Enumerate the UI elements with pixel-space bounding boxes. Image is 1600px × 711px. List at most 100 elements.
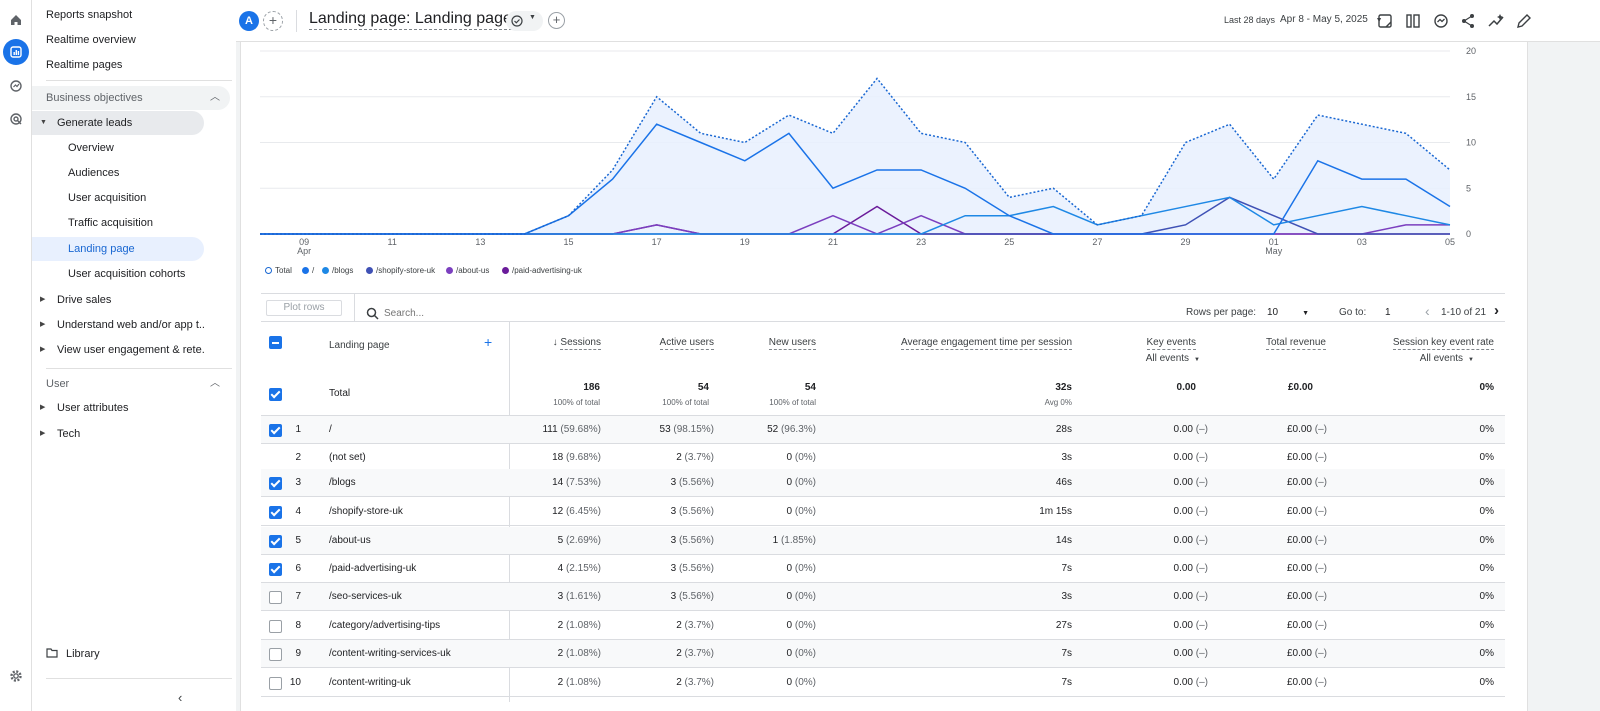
table-row[interactable]: 5/about-us 5 (2.69%) 3 (5.56%) 1 (1.85%) 14s…	[261, 527, 1505, 555]
collapse-nav-chevron-icon[interactable]: ‹	[178, 690, 183, 705]
table-search-input[interactable]	[384, 305, 584, 321]
sessions-cell: 5 (2.69%)	[261, 527, 601, 555]
legend-item[interactable]: Total	[265, 266, 292, 275]
key-events-cell: 0.00 (–)	[261, 469, 1208, 497]
nav-view-user-engagement[interactable]: ▶ View user engagement & rete...	[32, 338, 204, 362]
table-row[interactable]: 1/111 (59.68%) 53 (98.15%) 52 (96.3%) 28s 0.…	[261, 416, 1505, 444]
row-checkbox[interactable]	[269, 477, 282, 490]
total-revenue-header[interactable]: Total revenue	[1265, 337, 1326, 350]
table-row[interactable]: 6/paid-advertising-uk 4 (2.15%) 3 (5.56%) 0…	[261, 555, 1505, 583]
key-events-header[interactable]: Key events	[1146, 337, 1196, 350]
add-dimension-plus-icon[interactable]: +	[484, 334, 493, 350]
goto-page-input[interactable]: 1	[1385, 307, 1391, 318]
nav-traffic-acquisition[interactable]: Traffic acquisition	[68, 217, 153, 229]
date-range-picker[interactable]: Apr 8 - May 5, 2025 ▼	[1280, 14, 1383, 25]
row-checkbox[interactable]	[269, 591, 282, 604]
nav-generate-leads[interactable]: ▼ Generate leads	[32, 111, 204, 135]
revenue-cell: £0.00 (–)	[261, 416, 1327, 444]
skr-cell: 0%	[261, 555, 1494, 583]
nav-user-acquisition[interactable]: User acquisition	[68, 192, 147, 204]
nav-tech[interactable]: ▶ Tech	[32, 422, 204, 446]
cell-percent: (2.15%)	[563, 563, 601, 574]
settings-gear-icon[interactable]	[3, 663, 29, 689]
insights-icon[interactable]	[1432, 12, 1450, 30]
nav-realtime-overview[interactable]: Realtime overview	[46, 34, 136, 46]
advertising-icon[interactable]	[3, 106, 29, 132]
nav-drive-sales[interactable]: ▶ Drive sales	[32, 288, 204, 312]
active-users-cell: 53 (98.15%)	[261, 416, 714, 444]
insights-note-icon[interactable]	[1376, 12, 1394, 30]
explore-icon[interactable]	[3, 73, 29, 99]
table-row[interactable]: 4/shopify-store-uk 12 (6.45%) 3 (5.56%) 0 (…	[261, 498, 1505, 526]
legend-swatch	[302, 267, 309, 274]
nav-landing-page[interactable]: Landing page	[32, 237, 204, 261]
add-card-button[interactable]: +	[548, 12, 565, 29]
legend-item[interactable]: /	[302, 266, 314, 275]
edit-pencil-icon[interactable]	[1515, 12, 1533, 30]
nav-business-objectives[interactable]: Business objectives ︿	[32, 86, 230, 110]
row-checkbox[interactable]	[269, 506, 282, 519]
trend-sparkle-icon[interactable]	[1487, 12, 1505, 30]
avg-engagement-cell: 28s	[261, 416, 1072, 444]
row-checkbox[interactable]	[269, 648, 282, 661]
active-users-header[interactable]: Active users	[659, 337, 714, 350]
table-row[interactable]: 2 (not set) 18 (9.68%) 2 (3.7%) 0 (0%) 3s 0.00…	[261, 444, 1505, 472]
legend-item[interactable]: /blogs	[322, 266, 353, 275]
share-icon[interactable]	[1459, 12, 1477, 30]
session-key-event-rate-header[interactable]: Session key event rate	[1392, 337, 1494, 350]
sessions-cell: 2 (1.08%)	[261, 612, 601, 640]
title-status-dropdown[interactable]: ▼	[506, 11, 543, 31]
table-row[interactable]: 8/category/advertising-tips 2 (1.08%) 2 (3…	[261, 612, 1505, 640]
reports-icon[interactable]	[3, 39, 29, 65]
new-users-cell: 0 (0%)	[261, 444, 816, 472]
skr-filter-dropdown[interactable]: All events ▼	[1419, 353, 1474, 364]
table-row[interactable]: 3/blogs 14 (7.53%) 3 (5.56%) 0 (0%) 46s 0.00 …	[261, 469, 1505, 497]
cell-value: 2	[557, 620, 564, 631]
nav-understand-web-app[interactable]: ▶ Understand web and/or app t...	[32, 313, 204, 337]
nav-user-section[interactable]: User ︿	[32, 372, 230, 396]
prev-page-chevron-icon[interactable]: ‹	[1425, 303, 1430, 319]
nav-library[interactable]: Library	[32, 642, 230, 666]
page-title[interactable]: Landing page: Landing page	[309, 9, 512, 30]
nav-user-acquisition-cohorts[interactable]: User acquisition cohorts	[68, 268, 186, 280]
cell-percent: (96.3%)	[778, 424, 816, 435]
cell-percent: (5.56%)	[676, 591, 714, 602]
legend-item[interactable]: /about-us	[446, 266, 489, 275]
comparison-avatar[interactable]: A	[239, 11, 259, 31]
totals-checkbox[interactable]	[269, 388, 282, 401]
add-comparison-button[interactable]: +	[263, 11, 283, 31]
key-events-filter-dropdown[interactable]: All events ▼	[1145, 353, 1200, 364]
cell-value: £0.00	[1286, 648, 1312, 659]
legend-item[interactable]: /shopify-store-uk	[366, 266, 435, 275]
cell-percent: (2.69%)	[563, 535, 601, 546]
table-row[interactable]: 10/content-writing-uk 2 (1.08%) 2 (3.7%) 0 …	[261, 669, 1505, 697]
nav-realtime-pages[interactable]: Realtime pages	[46, 59, 123, 71]
plot-rows-button[interactable]: Plot rows	[266, 300, 342, 316]
cell-value: 3s	[1061, 452, 1072, 463]
nav-user-attributes[interactable]: ▶ User attributes	[32, 396, 204, 420]
sessions-header[interactable]: ↓ Sessions	[552, 337, 601, 350]
avg-engagement-header[interactable]: Average engagement time per session	[900, 337, 1072, 350]
cell-value: 0	[786, 677, 793, 688]
search-icon	[366, 307, 379, 320]
row-index: 1	[295, 424, 301, 435]
select-all-checkbox[interactable]	[269, 336, 282, 349]
nav-overview[interactable]: Overview	[68, 142, 114, 154]
nav-reports-snapshot[interactable]: Reports snapshot	[46, 9, 133, 21]
row-checkbox[interactable]	[269, 563, 282, 576]
table-row[interactable]: 7/seo-services-uk 3 (1.61%) 3 (5.56%) 0 (0%…	[261, 583, 1505, 611]
compare-columns-icon[interactable]	[1404, 12, 1422, 30]
rows-per-page-select[interactable]: 10 ▼	[1267, 307, 1310, 318]
next-page-chevron-icon[interactable]: ›	[1494, 302, 1499, 319]
legend-item[interactable]: /paid-advertising-uk	[502, 266, 582, 275]
new-users-header[interactable]: New users	[768, 337, 816, 350]
row-checkbox[interactable]	[269, 535, 282, 548]
home-icon[interactable]	[3, 7, 29, 33]
row-checkbox[interactable]	[269, 677, 282, 690]
nav-audiences[interactable]: Audiences	[68, 167, 120, 179]
table-row[interactable]: 9/content-writing-services-uk 2 (1.08%) 2 …	[261, 640, 1505, 668]
row-checkbox[interactable]	[269, 424, 282, 437]
row-index: 9	[295, 648, 301, 659]
dimension-header[interactable]: Landing page	[329, 340, 390, 351]
row-checkbox[interactable]	[269, 620, 282, 633]
